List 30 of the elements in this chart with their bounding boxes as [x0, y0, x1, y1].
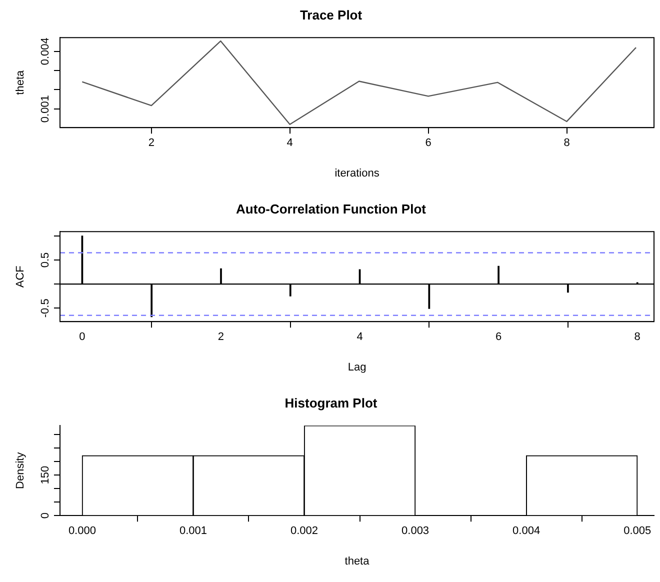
x-tick-label: 0 — [79, 331, 86, 344]
y-tick-label: 150 — [40, 466, 52, 484]
chart-title: Auto-Correlation Function Plot — [236, 201, 427, 216]
x-axis-title: theta — [344, 555, 370, 568]
x-tick-label: 6 — [496, 331, 502, 344]
x-tick-label: 0.002 — [290, 525, 318, 538]
x-tick-label: 8 — [564, 137, 570, 150]
y-axis-title: ACF — [14, 265, 27, 288]
y-axis-title: Density — [14, 452, 27, 489]
x-axis-title: iterations — [334, 167, 380, 180]
x-tick-label: 2 — [218, 331, 224, 344]
x-tick-label: 4 — [286, 137, 293, 150]
x-tick-label: 4 — [356, 331, 363, 344]
x-tick-label: 8 — [634, 331, 640, 344]
y-axis-title: theta — [14, 69, 27, 95]
y-tick-label: 0.5 — [40, 252, 52, 268]
x-axis-title: Lag — [348, 361, 366, 374]
x-tick-label: 6 — [425, 137, 432, 150]
y-tick-label: -0.5 — [40, 298, 52, 318]
y-tick-label: 0 — [40, 512, 52, 519]
x-tick-label: 0.004 — [512, 525, 540, 538]
chart-title: Trace Plot — [300, 7, 363, 22]
x-tick-label: 0.000 — [68, 525, 96, 538]
y-tick-label: 0.001 — [40, 95, 52, 123]
y-tick-label: 0.004 — [40, 38, 52, 66]
chart-title: Histogram Plot — [284, 395, 378, 410]
x-tick-label: 0.003 — [402, 525, 430, 538]
x-tick-label: 2 — [148, 137, 154, 150]
x-tick-label: 0.005 — [624, 525, 652, 538]
x-tick-label: 0.001 — [179, 525, 207, 538]
